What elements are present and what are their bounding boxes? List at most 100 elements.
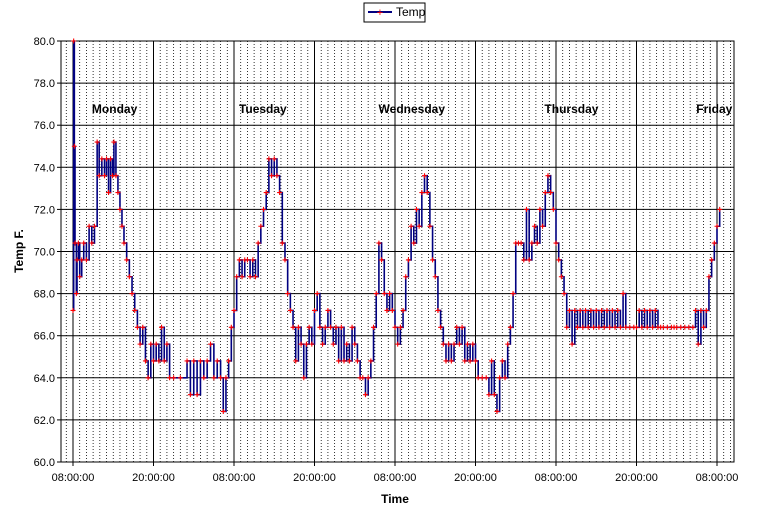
data-point <box>362 392 368 398</box>
data-point <box>553 240 559 246</box>
data-point <box>607 324 613 330</box>
data-point <box>368 358 374 364</box>
data-point <box>73 291 79 297</box>
data-point <box>287 307 293 313</box>
data-point <box>537 206 543 212</box>
x-tick-label: 08:00:00 <box>213 472 256 484</box>
data-point <box>75 240 81 246</box>
day-label: Monday <box>92 102 138 116</box>
data-point <box>151 358 156 364</box>
data-point <box>220 408 226 414</box>
data-point <box>328 324 334 330</box>
data-point <box>148 341 154 347</box>
data-point <box>446 341 452 347</box>
data-point <box>438 324 444 330</box>
data-point <box>124 257 130 263</box>
data-point <box>71 38 77 44</box>
data-point <box>620 291 626 297</box>
data-point <box>432 274 438 280</box>
data-point <box>293 358 299 364</box>
data-point <box>435 307 441 313</box>
data-point <box>91 223 97 229</box>
data-point <box>117 206 123 212</box>
data-point <box>572 307 578 313</box>
data-point <box>282 257 288 263</box>
data-point <box>132 307 138 313</box>
data-point <box>556 257 562 263</box>
legend-marker: + <box>377 7 383 19</box>
data-point <box>214 358 220 364</box>
data-point <box>698 307 704 313</box>
data-point <box>137 341 143 347</box>
data-point <box>113 173 119 179</box>
y-axis-title: Temp F. <box>12 229 26 273</box>
data-point <box>115 190 121 196</box>
x-tick-label: 20:00:00 <box>615 472 658 484</box>
data-point <box>70 307 76 313</box>
data-point <box>341 358 347 364</box>
data-point <box>548 190 554 196</box>
data-point <box>588 307 594 313</box>
data-point <box>250 257 256 263</box>
data-point <box>405 257 411 263</box>
day-label: Wednesday <box>379 102 446 116</box>
data-point <box>397 324 403 330</box>
data-point <box>134 324 140 330</box>
x-axis-title: Time <box>381 492 409 506</box>
data-point <box>71 143 77 149</box>
x-tick-label: 08:00:00 <box>374 472 417 484</box>
data-point <box>164 341 170 347</box>
data-point <box>443 358 449 364</box>
series-line <box>72 40 721 413</box>
data-point <box>422 173 428 179</box>
data-point <box>413 206 419 212</box>
data-point <box>161 358 167 364</box>
data-point <box>419 190 425 196</box>
data-point <box>83 257 89 263</box>
data-point <box>349 324 355 330</box>
data-point <box>295 324 301 330</box>
data-point <box>601 324 607 330</box>
data-point <box>226 358 232 364</box>
data-point <box>306 324 312 330</box>
data-point <box>709 257 715 263</box>
data-point <box>615 307 621 313</box>
data-point <box>706 274 712 280</box>
y-tick-label: 74.0 <box>34 162 55 174</box>
data-point <box>411 240 417 246</box>
data-point <box>499 358 505 364</box>
data-point <box>617 324 623 330</box>
data-point <box>322 324 328 330</box>
data-point <box>473 358 478 364</box>
data-point <box>376 240 382 246</box>
data-point <box>330 341 336 347</box>
data-point <box>129 291 135 297</box>
data-point <box>580 324 586 330</box>
x-tick-label: 08:00:00 <box>696 472 739 484</box>
data-point <box>510 291 516 297</box>
y-tick-label: 80.0 <box>34 36 55 48</box>
data-point <box>317 324 323 330</box>
data-point <box>201 375 207 381</box>
data-point <box>569 341 575 347</box>
data-point <box>333 324 339 330</box>
data-point <box>197 358 203 364</box>
data-point <box>236 257 242 263</box>
data-point <box>389 307 395 313</box>
data-point <box>459 324 465 330</box>
data-point <box>247 274 253 280</box>
data-point <box>695 341 701 347</box>
data-point <box>454 324 460 330</box>
data-point <box>194 392 200 398</box>
data-point <box>81 240 87 246</box>
data-point <box>642 307 648 313</box>
data-point <box>703 307 709 313</box>
data-point <box>593 307 599 313</box>
data-point <box>77 274 83 280</box>
data-point <box>96 173 102 179</box>
data-point <box>379 257 385 263</box>
x-tick-label: 20:00:00 <box>132 472 175 484</box>
data-point <box>142 358 148 364</box>
data-point <box>462 358 468 364</box>
